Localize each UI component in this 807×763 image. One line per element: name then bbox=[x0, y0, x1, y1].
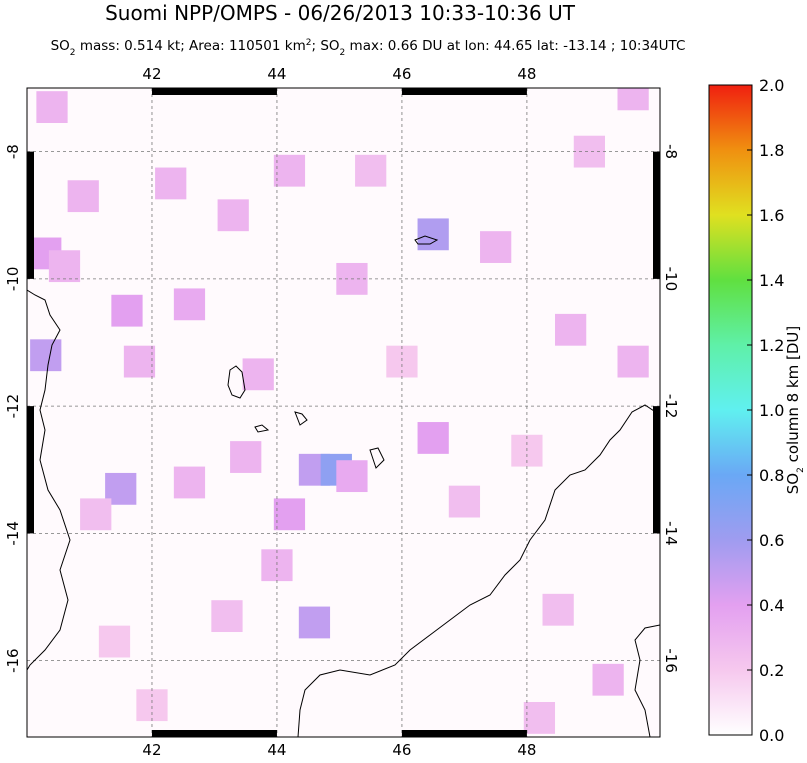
so2-cell bbox=[111, 294, 143, 327]
colorbar-tick-label: 0.8 bbox=[759, 466, 784, 485]
frame-bar bbox=[27, 151, 34, 279]
so2-cell bbox=[173, 466, 206, 499]
so2-cell bbox=[123, 345, 156, 378]
text-part: ; SO bbox=[311, 38, 339, 54]
colorbar-label: SO2 column 8 km [DU] bbox=[784, 326, 806, 494]
x-tick-label: 46 bbox=[392, 65, 411, 83]
x-tick-label: 48 bbox=[517, 741, 536, 759]
y-tick-label: -12 bbox=[662, 394, 680, 419]
supscript: 2 bbox=[306, 38, 312, 48]
frame-bar bbox=[653, 406, 660, 534]
colorbar-ticks: 0.0 0.2 0.4 0.6 0.8 1.0 1.2 1.4 1.6 1.8 2.0 bbox=[747, 76, 784, 745]
colorbar-tick-label: 0.6 bbox=[759, 531, 784, 550]
africa-coast bbox=[27, 289, 71, 671]
x-tick-label: 44 bbox=[267, 741, 286, 759]
coastlines bbox=[27, 235, 660, 737]
so2-cell bbox=[230, 441, 262, 473]
colorbar bbox=[708, 84, 753, 736]
y-tick-label: -10 bbox=[662, 267, 680, 292]
frame-bar bbox=[401, 730, 527, 737]
so2-cell bbox=[336, 460, 368, 493]
y-tick-label: -8 bbox=[662, 144, 680, 159]
subscript: 2 bbox=[70, 48, 76, 58]
text-part: SO bbox=[784, 473, 802, 494]
frame-bar bbox=[151, 730, 277, 737]
y-tick-label: -14 bbox=[4, 521, 22, 546]
madagascar-coast bbox=[297, 404, 660, 737]
so2-cell bbox=[617, 345, 649, 378]
so2-cell bbox=[555, 313, 587, 346]
frame-bar bbox=[27, 406, 34, 534]
so2-cell bbox=[523, 702, 556, 734]
colorbar-tick-label: 1.6 bbox=[759, 206, 784, 225]
x-tick-label: 48 bbox=[517, 65, 536, 83]
so2-cell bbox=[298, 606, 331, 639]
anjouan bbox=[294, 411, 308, 426]
x-tick-label: 42 bbox=[142, 65, 161, 83]
title: Suomi NPP/OMPS - 06/26/2013 10:33-10:36 … bbox=[105, 1, 576, 25]
text-part: mass: 0.514 kt; Area: 110501 km bbox=[76, 38, 306, 54]
aldabra bbox=[414, 235, 439, 245]
so2-cell bbox=[542, 593, 574, 626]
y-tick-label: -8 bbox=[4, 144, 22, 159]
so2-cells bbox=[30, 88, 649, 734]
subscript: 2 bbox=[796, 467, 806, 473]
y-tick-label: -10 bbox=[4, 267, 22, 292]
map-frame bbox=[26, 87, 661, 738]
colorbar-tick-label: 1.8 bbox=[759, 141, 784, 160]
so2-cell bbox=[448, 485, 481, 518]
text-part: column 8 km [DU] bbox=[784, 326, 802, 467]
map-background bbox=[27, 88, 660, 737]
subscript: 2 bbox=[340, 48, 346, 58]
frame-bar bbox=[401, 88, 527, 95]
x-tick-label: 44 bbox=[267, 65, 286, 83]
colorbar-tick-label: 1.0 bbox=[759, 401, 784, 420]
x-tick-label: 42 bbox=[142, 741, 161, 759]
so2-cell bbox=[592, 663, 624, 696]
colorbar-tick-label: 1.4 bbox=[759, 271, 784, 290]
so2-cell bbox=[617, 88, 649, 111]
so2-cell bbox=[80, 498, 112, 531]
colorbar-tick-label: 0.0 bbox=[759, 726, 784, 745]
so2-cell bbox=[573, 135, 606, 168]
so2-cell bbox=[155, 167, 187, 200]
x-tick-label: 46 bbox=[392, 741, 411, 759]
so2-cell bbox=[98, 625, 131, 658]
so2-cell bbox=[173, 288, 206, 321]
so2-cell bbox=[30, 339, 62, 372]
so2-cell bbox=[273, 154, 306, 187]
subtitle: SO2 mass: 0.514 kt; Area: 110501 km2; SO… bbox=[51, 38, 686, 58]
madagascar-east-coast bbox=[634, 624, 660, 737]
frame-bar bbox=[653, 151, 660, 279]
colorbar-tick-label: 0.2 bbox=[759, 661, 784, 680]
grid bbox=[27, 88, 660, 737]
so2-cell bbox=[417, 422, 449, 454]
so2-cell bbox=[417, 218, 449, 251]
axis-labels: 42 42 44 44 46 46 48 48 -8 -8 -10 -10 -12 -12 -14 -14 -1… bbox=[4, 65, 680, 759]
so2-cell bbox=[217, 199, 249, 232]
mayotte bbox=[369, 447, 385, 469]
so2-cell bbox=[355, 154, 387, 187]
y-tick-label: -12 bbox=[4, 394, 22, 419]
text-part: SO bbox=[51, 38, 70, 54]
so2-cell bbox=[67, 180, 99, 213]
y-tick-label: -14 bbox=[662, 521, 680, 546]
so2-cell bbox=[36, 91, 68, 123]
so2-cell bbox=[242, 358, 274, 391]
grande-comore bbox=[227, 365, 246, 399]
so2-cell bbox=[480, 231, 512, 263]
y-tick-label: -16 bbox=[662, 648, 680, 673]
colorbar-tick-label: 2.0 bbox=[759, 76, 784, 95]
moheli bbox=[254, 424, 270, 433]
colorbar-tick-label: 1.2 bbox=[759, 336, 784, 355]
colorbar-tick-label: 0.4 bbox=[759, 596, 784, 615]
frame-bar bbox=[151, 88, 277, 95]
so2-cell bbox=[48, 250, 81, 283]
text-part: max: 0.66 DU at lon: 44.65 lat: -13.14 ;… bbox=[345, 38, 685, 54]
y-tick-label: -16 bbox=[4, 648, 22, 673]
so2-cell bbox=[211, 600, 243, 633]
so2-cell bbox=[273, 498, 306, 531]
